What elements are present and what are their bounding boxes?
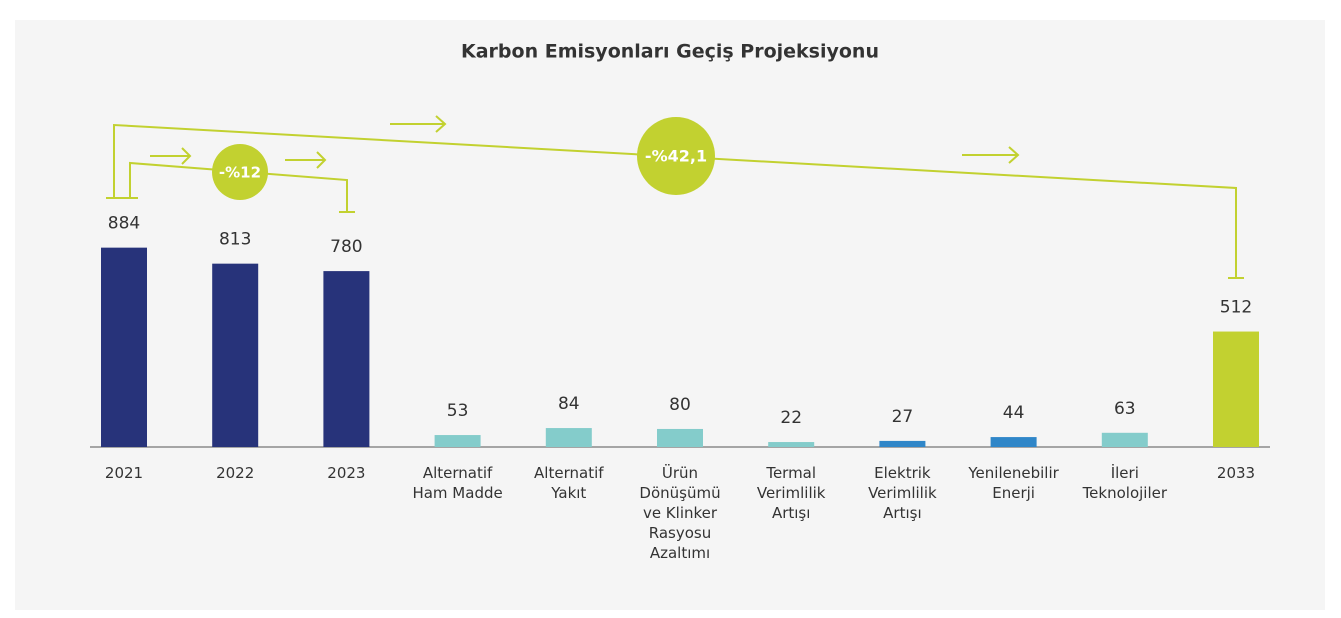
- bar: [323, 271, 370, 447]
- x-tick-label: Elektrik Verimlilik Artışı: [868, 464, 937, 522]
- bar: [768, 442, 815, 447]
- value-label: 63: [1114, 399, 1136, 419]
- value-label: 80: [669, 395, 691, 415]
- value-label: 780: [330, 237, 362, 257]
- x-tick-label: 2033: [1216, 464, 1256, 482]
- x-tick-label: 2023: [327, 464, 366, 482]
- value-label: 44: [1003, 403, 1025, 423]
- bar: [657, 428, 703, 447]
- x-tick-label: 2021: [104, 464, 144, 482]
- bar: [212, 263, 259, 447]
- brackets: [106, 115, 1244, 279]
- annotation: -%12: [219, 164, 261, 182]
- x-tick-label: 2022: [216, 464, 255, 482]
- bar: [434, 435, 481, 447]
- value-label: 512: [1220, 298, 1252, 318]
- x-tick-label: Termal Verimlilik Artışı: [756, 464, 826, 522]
- value-label: 813: [219, 230, 251, 250]
- value-label: 22: [780, 408, 802, 428]
- bar: [101, 247, 147, 447]
- x-tick-label: İleri Teknolojiler: [1082, 464, 1168, 502]
- x-tick-label: Yenilenebilir Enerji: [968, 464, 1059, 502]
- value-label: 27: [892, 407, 914, 427]
- x-tick-label: Alternatif Ham Madde: [412, 464, 503, 502]
- bar: [1101, 432, 1148, 447]
- chart-title: Karbon Emisyonları Geçiş Projeksiyonu: [461, 41, 879, 63]
- bar: [879, 440, 926, 447]
- x-tick-label: Ürün Dönüşümü ve Klinker Rasyosu Azaltım…: [639, 464, 721, 562]
- value-label: 53: [447, 401, 469, 421]
- annotation: -%42,1: [645, 147, 707, 166]
- bar: [545, 428, 592, 447]
- value-label: 84: [558, 394, 580, 414]
- value-label: 884: [108, 214, 140, 234]
- bar: [990, 437, 1037, 447]
- x-tick-label: Alternatif Yakıt: [534, 464, 604, 502]
- bar: [1213, 331, 1259, 447]
